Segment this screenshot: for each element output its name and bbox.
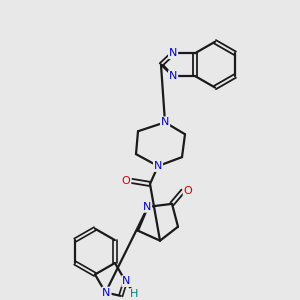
Text: N: N (169, 48, 177, 58)
Text: O: O (122, 176, 130, 186)
Text: N: N (154, 161, 162, 171)
Text: O: O (184, 186, 192, 196)
Text: N: N (102, 287, 111, 298)
Text: H: H (130, 289, 139, 299)
Text: N: N (169, 71, 177, 81)
Text: N: N (143, 202, 151, 212)
Text: N: N (122, 276, 130, 286)
Text: N: N (161, 117, 169, 127)
